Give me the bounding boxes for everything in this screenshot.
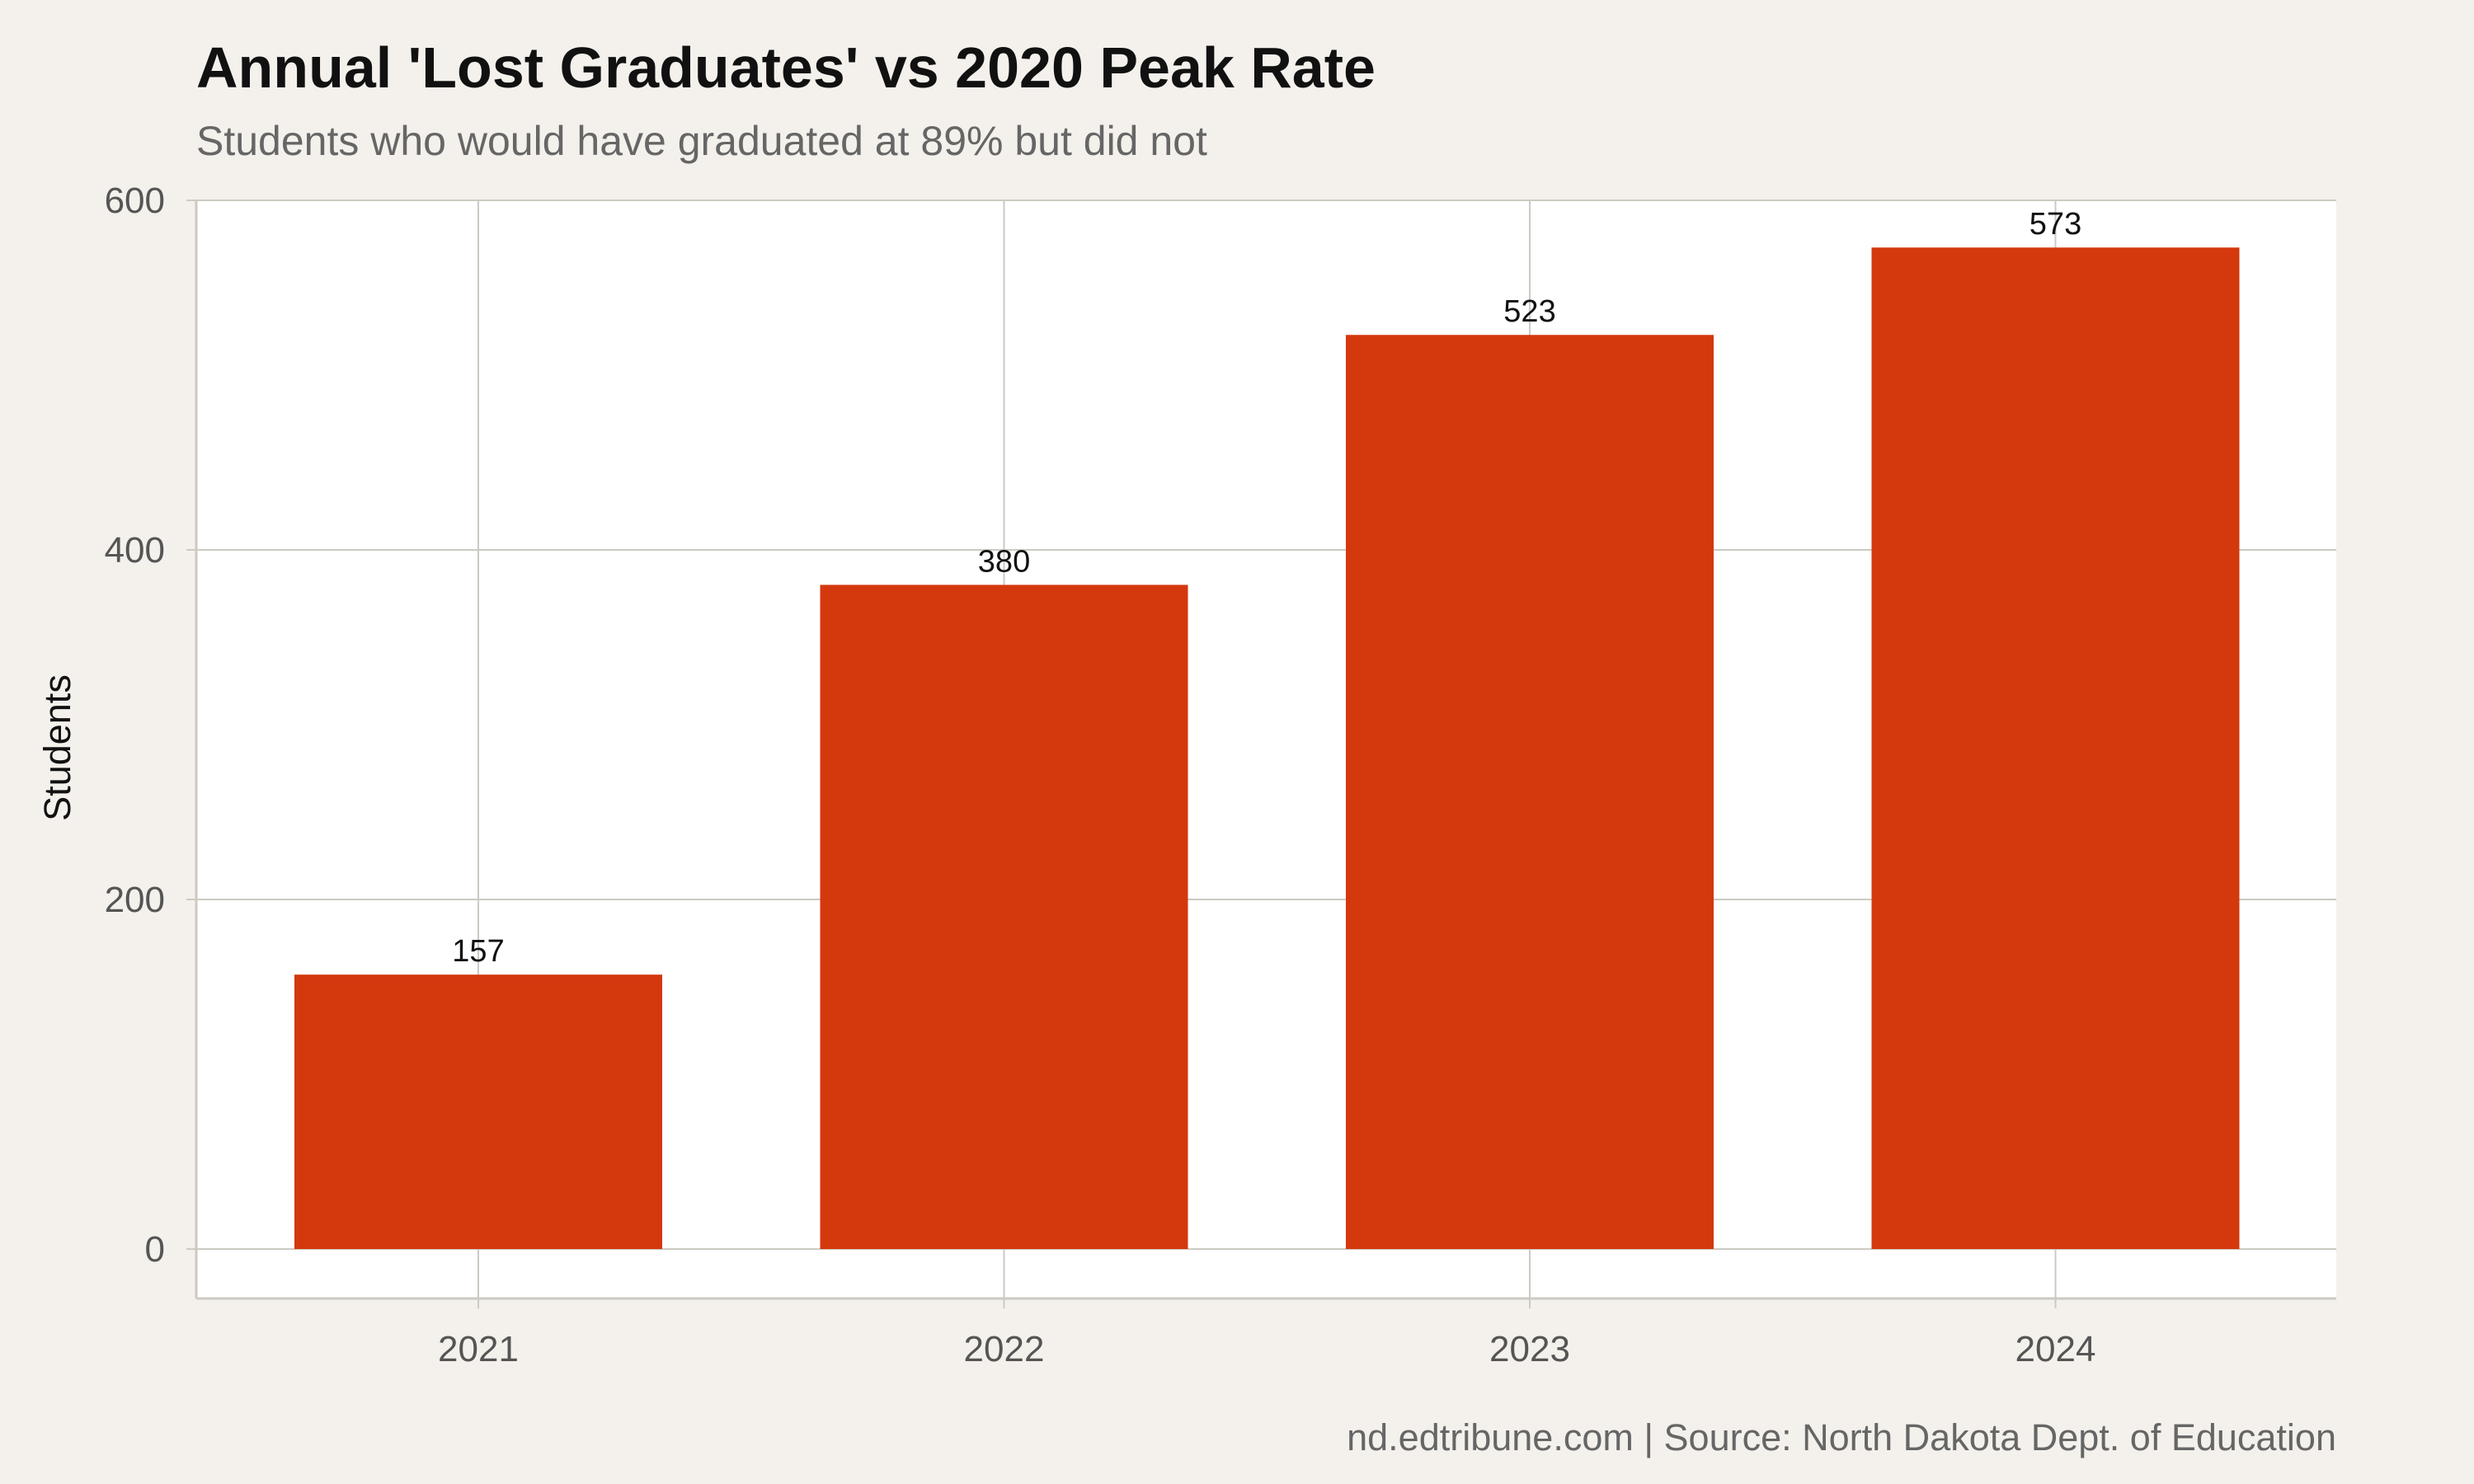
bar-2023 bbox=[1346, 335, 1714, 1249]
axes: 0 200 400 600 2021 2022 2023 2024 bbox=[105, 181, 2336, 1369]
chart-title: Annual 'Lost Graduates' vs 2020 Peak Rat… bbox=[196, 35, 1376, 100]
data-label-2024: 573 bbox=[2030, 207, 2081, 242]
source-caption: nd.edtribune.com | Source: North Dakota … bbox=[1347, 1416, 2336, 1458]
x-tick-label-2024: 2024 bbox=[2015, 1329, 2096, 1369]
x-tick-label-2021: 2021 bbox=[438, 1329, 519, 1369]
y-tick-label: 600 bbox=[105, 181, 165, 221]
y-tick-label: 200 bbox=[105, 880, 165, 920]
x-tick-label-2023: 2023 bbox=[1489, 1329, 1570, 1369]
bars bbox=[294, 247, 2240, 1249]
bar-2024 bbox=[1871, 247, 2240, 1249]
data-label-2022: 380 bbox=[978, 544, 1030, 579]
y-tick-label: 0 bbox=[145, 1229, 165, 1270]
y-axis-title: Students bbox=[36, 674, 78, 821]
bar-2022 bbox=[820, 585, 1188, 1249]
data-label-2023: 523 bbox=[1503, 294, 1555, 329]
x-tick-label-2022: 2022 bbox=[964, 1329, 1045, 1369]
bar-2021 bbox=[294, 974, 662, 1249]
chart-subtitle: Students who would have graduated at 89%… bbox=[196, 118, 1207, 164]
y-tick-label: 400 bbox=[105, 530, 165, 571]
data-labels: 157 380 523 573 bbox=[452, 207, 2081, 969]
data-label-2021: 157 bbox=[452, 934, 504, 969]
